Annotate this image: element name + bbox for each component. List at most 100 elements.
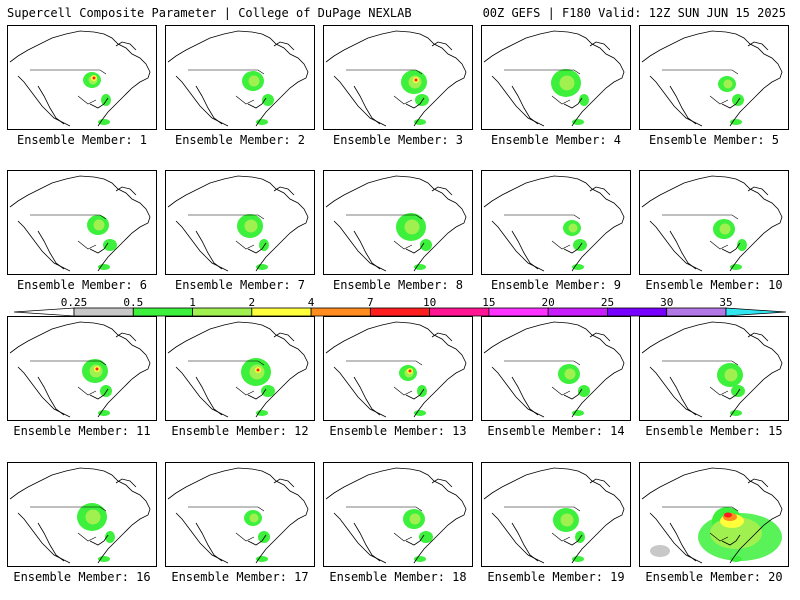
colorbar-tick-label: 30: [660, 296, 673, 309]
scp-area-low: [105, 531, 115, 543]
scp-area-trace: [650, 545, 670, 557]
scp-area-low: [579, 94, 589, 106]
scp-area-low: [572, 556, 584, 562]
scp-area-low: [420, 239, 432, 251]
colorbar-segment: [73, 307, 134, 317]
colorbar-tick-label: 7: [367, 296, 374, 309]
member-label: Ensemble Member: 4: [490, 133, 622, 147]
colorbar-segment: [429, 307, 490, 317]
member-label: Ensemble Member: 9: [490, 278, 622, 292]
scp-area-low: [572, 119, 584, 125]
member-map: [481, 316, 631, 421]
scp-area-low: [578, 385, 590, 397]
colorbar-tick-label: 10: [423, 296, 436, 309]
scp-area-low: [414, 410, 426, 416]
scp-area-low: [98, 119, 110, 125]
map-svg: [325, 30, 467, 127]
scp-area-mid: [724, 368, 738, 382]
map-svg: [167, 175, 309, 272]
scp-area-low: [256, 119, 268, 125]
member-label: Ensemble Member: 3: [332, 133, 464, 147]
scp-area-mid: [93, 219, 105, 231]
colorbar-segment: [132, 307, 193, 317]
colorbar-tick-label: 35: [719, 296, 732, 309]
scp-area-red: [724, 512, 732, 518]
scp-area-red: [95, 367, 99, 371]
map-svg: [9, 321, 151, 418]
scp-area-mid: [723, 79, 733, 89]
member-map: [165, 316, 315, 421]
scp-area-low: [417, 385, 427, 397]
colorbar-tick-label: 1: [189, 296, 196, 309]
member-label: Ensemble Member: 19: [487, 570, 625, 584]
map-svg: [325, 467, 467, 564]
member-label: Ensemble Member: 7: [174, 278, 306, 292]
map-svg: [641, 321, 783, 418]
scp-area-low: [414, 264, 426, 270]
scp-area-mid: [568, 223, 578, 233]
scp-area-low: [256, 556, 268, 562]
scp-area-mid: [404, 219, 420, 235]
scp-area-low: [261, 385, 275, 397]
map-svg: [325, 175, 467, 272]
colorbar-segment: [310, 307, 371, 317]
colorbar-tick-label: 2: [249, 296, 256, 309]
colorbar-tick-label: 25: [601, 296, 614, 309]
colorbar-segment: [369, 307, 431, 317]
colorbar-tick-label: 4: [308, 296, 315, 309]
member-label: Ensemble Member: 12: [171, 424, 309, 438]
member-map: [639, 462, 789, 567]
scp-area-low: [98, 556, 110, 562]
scp-area-low: [259, 239, 269, 251]
colorbar: 0.25 0.5 1 2 4 7 10 15 20 25 30 35: [13, 296, 787, 317]
scp-area-low: [98, 264, 110, 270]
member-map: [639, 25, 789, 130]
member-map: [639, 170, 789, 275]
member-map: [165, 170, 315, 275]
colorbar-segment: [192, 307, 253, 317]
member-map: [165, 25, 315, 130]
scp-area-low: [258, 531, 270, 543]
page-title: Supercell Composite Parameter | College …: [7, 6, 412, 20]
member-label: Ensemble Member: 14: [487, 424, 625, 438]
member-label: Ensemble Member: 17: [171, 570, 309, 584]
colorbar-segment: [666, 307, 727, 317]
member-map: [7, 25, 157, 130]
member-label: Ensemble Member: 8: [332, 278, 464, 292]
scp-area-low: [730, 410, 742, 416]
scp-area-low: [730, 119, 742, 125]
scp-area-low: [100, 385, 112, 397]
scp-area-low: [572, 264, 584, 270]
scp-area-low: [737, 239, 747, 251]
map-svg: [483, 467, 625, 564]
scp-area-low: [256, 410, 268, 416]
scp-area-low: [256, 264, 268, 270]
scp-area-red: [408, 369, 412, 373]
member-map: [323, 462, 473, 567]
scp-area-low: [731, 385, 745, 397]
scp-area-mid: [564, 368, 576, 380]
scp-area-mid: [409, 513, 421, 525]
map-svg: [641, 30, 783, 127]
scp-area-low: [414, 556, 426, 562]
scp-area-low: [730, 264, 742, 270]
colorbar-tick-label: 15: [482, 296, 495, 309]
scp-area-mid: [244, 219, 258, 233]
colorbar-segment: [251, 307, 312, 317]
map-svg: [167, 321, 309, 418]
member-map: [323, 170, 473, 275]
map-svg: [483, 175, 625, 272]
colorbar-tick-label: 0.25: [61, 296, 88, 309]
member-map: [7, 462, 157, 567]
colorbar-tick-label: 0.5: [123, 296, 143, 309]
scp-area-low: [262, 94, 274, 106]
scp-area-mid: [560, 513, 574, 527]
scp-area-low: [575, 531, 585, 543]
member-label: Ensemble Member: 11: [13, 424, 151, 438]
colorbar-arrow-left: [13, 307, 75, 317]
member-map: [323, 316, 473, 421]
colorbar-segment: [607, 307, 668, 317]
scp-area-low: [732, 94, 744, 106]
scp-area-low: [103, 239, 117, 251]
member-label: Ensemble Member: 6: [16, 278, 148, 292]
